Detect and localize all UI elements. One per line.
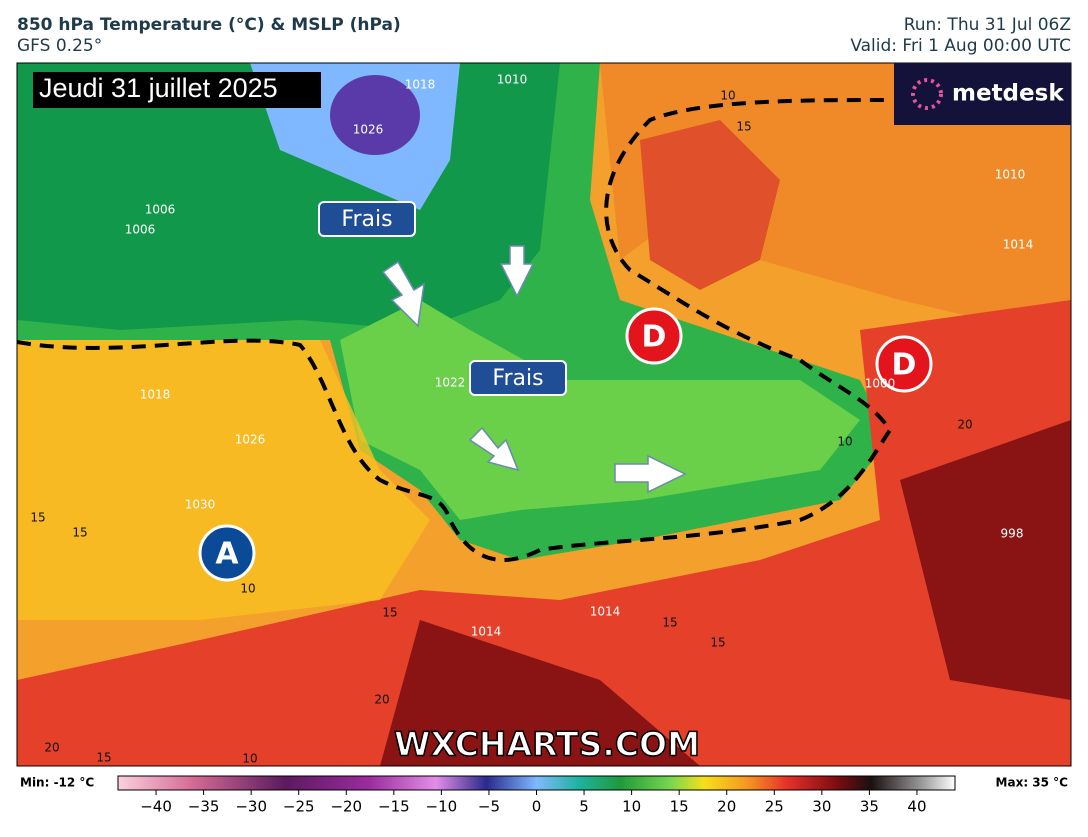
colorbar-tick-label: 35 (860, 798, 879, 816)
isotherm-label: 15 (736, 120, 751, 134)
south-hot (17, 300, 1071, 766)
colorbar-tick-label: −35 (188, 798, 220, 816)
map (17, 63, 1071, 766)
isobar-label: 1006 (125, 223, 156, 237)
finland-hot (640, 120, 780, 290)
isotherm-label: 10 (720, 89, 735, 103)
isobar-label: 1010 (995, 168, 1026, 182)
annotation-box (318, 201, 416, 237)
colorbar-tick-label: −40 (140, 798, 172, 816)
colorbar-tick-label: 20 (717, 798, 736, 816)
wind-arrows (381, 245, 687, 494)
valid: Valid: Fri 1 Aug 00:00 UTC (850, 36, 1071, 56)
isobar-label: 1030 (185, 498, 216, 512)
logo: metdesk (952, 81, 1064, 107)
colorbar-tick-label: −5 (478, 798, 500, 816)
isotherm-label: 10 (837, 435, 852, 449)
colorbar-tick-label: 15 (670, 798, 689, 816)
pressure-center (625, 307, 683, 365)
colorbar-tick-label: 0 (532, 798, 542, 816)
mild-region (340, 300, 860, 520)
colorbar-tick-label: 25 (765, 798, 784, 816)
colorbar-tick-label: 30 (812, 798, 831, 816)
isotherm-label: 15 (96, 751, 111, 765)
isotherm-label: 20 (44, 741, 59, 755)
isobar-label: 998 (1001, 527, 1024, 541)
isotherm-label: 15 (662, 616, 677, 630)
very-hot (380, 420, 1071, 766)
colorbar-min: Min: -12 °C (20, 776, 94, 790)
title: 850 hPa Temperature (°C) & MSLP (hPa) (17, 15, 401, 35)
colorbar-max: Max: 35 °C (996, 776, 1069, 790)
date-label: Jeudi 31 juillet 2025 (39, 73, 278, 103)
pressure-center (875, 335, 933, 393)
isobar-label: 1014 (1003, 238, 1034, 252)
isobar-label: 1014 (590, 605, 621, 619)
colorbar-tick-label: 5 (579, 798, 589, 816)
colorbar-tick-label: 10 (622, 798, 641, 816)
isotherm-label: 20 (374, 693, 389, 707)
logo-box (894, 63, 1071, 125)
isobar-label: 1000 (865, 377, 896, 391)
map-frame (16, 62, 1072, 767)
isobar-label: 1018 (140, 388, 171, 402)
isotherm-label: 15 (710, 636, 725, 650)
model: GFS 0.25° (17, 36, 102, 56)
isobar-label: 1026 (235, 433, 266, 447)
watermark: WXCHARTS.COM (394, 725, 700, 764)
atlantic-warm (17, 340, 430, 620)
isotherm-label: 15 (382, 606, 397, 620)
run: Run: Thu 31 Jul 06Z (904, 15, 1071, 35)
colorbar-tick-label: 40 (907, 798, 926, 816)
pressure-center-label: A (215, 537, 239, 572)
colorbar-tick-label: −30 (235, 798, 267, 816)
isobar-label: 1018 (405, 78, 436, 92)
isotherm-15 (17, 98, 893, 562)
colorbar (117, 775, 956, 791)
annotation-box (469, 360, 567, 396)
isotherm-label: 15 (72, 526, 87, 540)
colorbar-tick-label: −25 (283, 798, 315, 816)
pressure-center-label: D (892, 348, 917, 383)
logo-icon (911, 78, 943, 110)
isotherm-label: 20 (957, 418, 972, 432)
colorbar-tick-label: −15 (378, 798, 410, 816)
annotation: Frais (341, 207, 392, 232)
colorbar-tick-label: −20 (330, 798, 362, 816)
annotation: Frais (492, 366, 543, 391)
pressure-center-label: D (642, 320, 667, 355)
isobar-label: 1026 (353, 123, 384, 137)
date-box (33, 72, 321, 108)
pressure-center (198, 524, 256, 582)
isobar-label: 1006 (145, 203, 176, 217)
isobar-label: 1014 (471, 625, 502, 639)
colorbar-tick-label: −10 (426, 798, 458, 816)
isotherm-label: 15 (30, 511, 45, 525)
isobar-label: 1010 (497, 73, 528, 87)
isotherm-label: 10 (242, 752, 257, 766)
isotherm-label: 10 (240, 582, 255, 596)
isobar-label: 1022 (435, 376, 466, 390)
greenland-core (330, 75, 420, 155)
